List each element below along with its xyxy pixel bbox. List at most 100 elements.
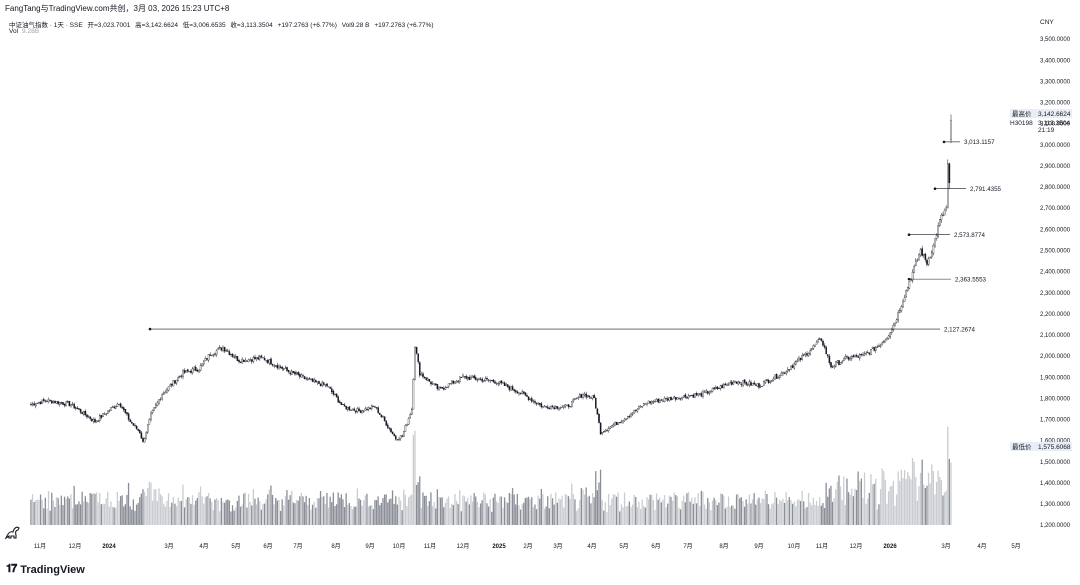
candle-body — [515, 390, 517, 392]
candle-body — [355, 410, 357, 413]
volume-legend-label[interactable]: Vol — [9, 28, 19, 35]
time-tick-label: 6月 — [263, 543, 272, 550]
volume-bar — [715, 500, 717, 525]
volume-bar — [859, 481, 861, 525]
volume-bar — [579, 499, 581, 525]
volume-bar — [750, 503, 752, 525]
volume-bar — [913, 461, 915, 525]
candle-body — [449, 383, 451, 385]
volume-bar — [545, 506, 547, 525]
candle-body — [284, 367, 287, 369]
volume-bar — [395, 496, 397, 525]
candle-body — [894, 322, 896, 327]
volume-bar — [721, 494, 723, 525]
volume-bar — [321, 496, 323, 525]
volume-bar — [412, 434, 414, 525]
volume-bar — [268, 489, 270, 525]
candle-body — [883, 341, 885, 344]
candle-body — [195, 367, 197, 371]
symbol-name[interactable]: 中证油气指数 · 1天 · SSE — [9, 22, 83, 29]
candle-body — [94, 419, 96, 423]
volume-bar — [646, 497, 648, 525]
volume-bar — [329, 496, 331, 525]
volume-bar — [809, 502, 811, 525]
volume-bar — [527, 496, 530, 525]
candle-body — [924, 254, 927, 260]
volume-bar — [815, 500, 818, 525]
volume-bar — [388, 499, 390, 525]
volume-bar — [171, 502, 173, 525]
candle-body — [558, 408, 560, 410]
candle-body — [102, 413, 104, 418]
candle-body — [915, 260, 917, 267]
currency-label[interactable]: CNY — [1040, 19, 1054, 26]
volume-bar — [838, 475, 840, 525]
volume-bar — [852, 496, 854, 525]
volume-bar — [561, 495, 563, 525]
candle-body — [159, 399, 162, 400]
volume-bar — [811, 505, 813, 525]
volume-bar — [404, 494, 406, 525]
candle-body — [537, 403, 539, 405]
volume-bar — [708, 502, 710, 525]
volume-bar — [257, 497, 259, 525]
volume-legend: Vol 9.28B — [9, 28, 39, 35]
volume-bar — [36, 499, 38, 525]
candle-body — [683, 395, 685, 398]
volume-bar — [515, 504, 517, 525]
candle-body — [734, 381, 736, 383]
volume-bar — [763, 499, 765, 525]
candle-body — [166, 389, 168, 393]
volume-bar — [49, 510, 51, 525]
volume-bar — [196, 497, 198, 525]
volume-bar — [422, 492, 424, 525]
volume-bar — [425, 495, 427, 525]
candle-body — [46, 401, 48, 403]
candle-body — [814, 344, 816, 347]
level-anchor-dot — [933, 187, 937, 191]
candle-body — [428, 379, 431, 382]
price-tick-label: 2,700.0000 — [1040, 206, 1071, 212]
volume-bar — [164, 506, 166, 525]
candle-body — [219, 347, 221, 349]
tradingview-logo[interactable]: 𝟏𝟕 TradingView — [6, 563, 85, 576]
volume-bar — [430, 492, 432, 525]
candle-body — [427, 378, 429, 381]
candle-body — [860, 354, 863, 356]
volume-bar — [124, 504, 126, 525]
candle-body — [689, 395, 691, 397]
volume-bar — [195, 500, 197, 525]
volume-bar — [323, 496, 325, 525]
candle-body — [479, 378, 482, 380]
volume-bar — [657, 499, 659, 525]
volume-bar — [779, 499, 781, 525]
volume-bar — [415, 485, 418, 525]
candle-body — [777, 377, 779, 379]
candle-body — [859, 354, 861, 359]
candle-body — [783, 372, 786, 374]
high-value: 高=3,142.6624 — [135, 22, 178, 29]
volume-bar — [214, 499, 216, 525]
candle-body — [540, 403, 543, 408]
candle-body — [609, 426, 611, 429]
volume-bar — [409, 495, 411, 525]
volume-bar — [791, 503, 794, 525]
volume-bar — [591, 492, 594, 525]
time-tick-label: 6月 — [651, 543, 660, 550]
volume-bar — [139, 497, 141, 525]
candle-body — [279, 366, 282, 368]
candle-body — [913, 266, 915, 273]
candle-body — [430, 381, 432, 385]
volume-bar — [559, 499, 562, 525]
volume-bar — [863, 472, 866, 525]
volume-bar — [239, 506, 242, 525]
volume-bar — [403, 489, 405, 525]
candle-body — [281, 366, 283, 369]
candle-body — [55, 401, 58, 404]
volume-bar — [867, 498, 869, 525]
candle-body — [510, 386, 512, 391]
candle-body — [403, 431, 405, 437]
volume-bar — [103, 503, 106, 525]
candle-body — [803, 354, 805, 356]
